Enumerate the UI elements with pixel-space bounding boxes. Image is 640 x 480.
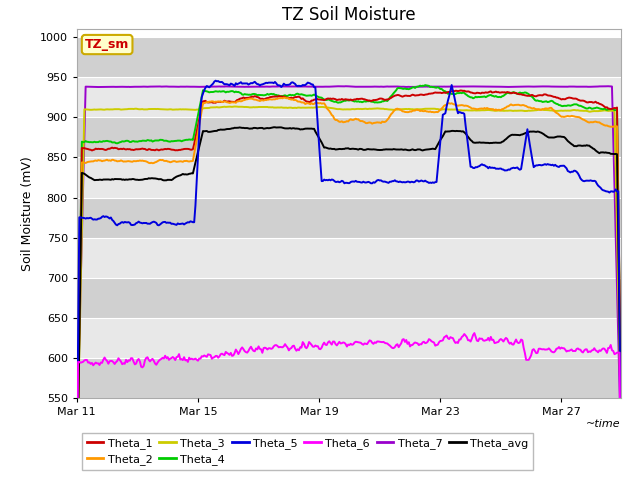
Bar	[77, 278, 621, 318]
Y-axis label: Soil Moisture (mV): Soil Moisture (mV)	[21, 156, 34, 271]
Bar	[77, 198, 621, 238]
Text: TZ_sm: TZ_sm	[85, 38, 129, 51]
Bar	[77, 157, 621, 198]
Bar	[77, 358, 621, 398]
Text: ~time: ~time	[586, 419, 621, 429]
Bar	[77, 318, 621, 358]
Bar	[77, 37, 621, 77]
Bar	[77, 77, 621, 117]
Bar	[77, 238, 621, 278]
Legend: Theta_1, Theta_2, Theta_3, Theta_4, Theta_5, Theta_6, Theta_7, Theta_avg: Theta_1, Theta_2, Theta_3, Theta_4, Thet…	[83, 433, 533, 469]
Bar	[77, 117, 621, 157]
Title: TZ Soil Moisture: TZ Soil Moisture	[282, 6, 415, 24]
